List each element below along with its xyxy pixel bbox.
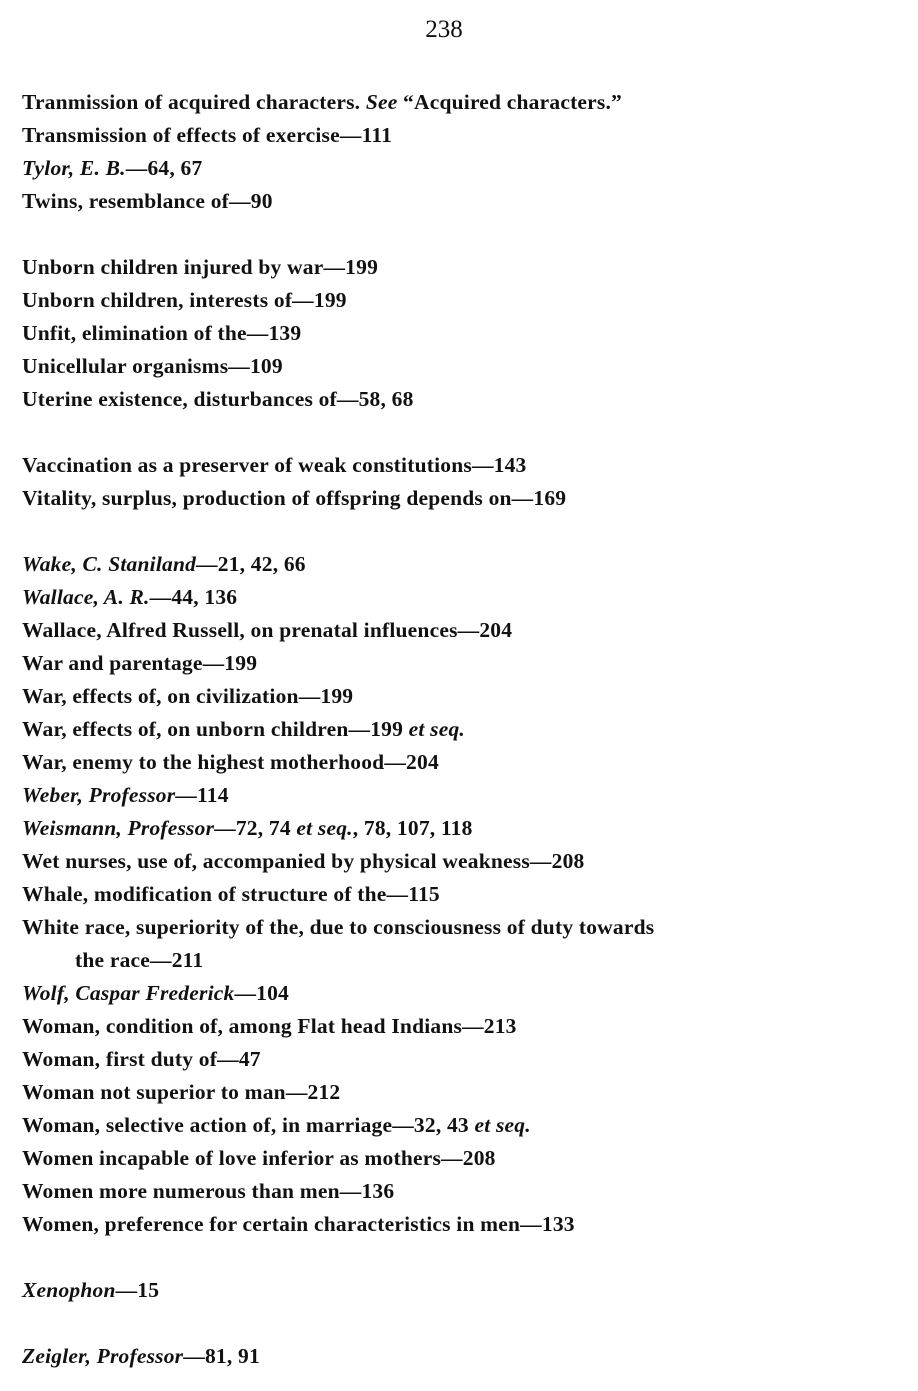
text-segment: Transmission of effects of exercise—111 <box>22 123 393 147</box>
text-segment: —81, 91 <box>183 1344 260 1368</box>
italic-segment: Wake, C. Staniland <box>22 552 197 576</box>
entry-spacer <box>22 416 902 449</box>
text-segment: White race, superiority of the, due to c… <box>22 915 655 939</box>
index-entry: Women incapable of love inferior as moth… <box>22 1142 902 1175</box>
text-segment: —114 <box>175 783 229 807</box>
text-segment: War, enemy to the highest motherhood—204 <box>22 750 439 774</box>
text-segment: , 78, 107, 118 <box>352 816 473 840</box>
text-segment: Vaccination as a preserver of weak const… <box>22 453 527 477</box>
index-entry: Vaccination as a preserver of weak const… <box>22 449 902 482</box>
entry-spacer <box>22 515 902 548</box>
index-entry: Weismann, Professor—72, 74 et seq., 78, … <box>22 812 902 845</box>
text-segment: “Acquired characters.” <box>397 90 623 114</box>
index-entry: Tranmission of acquired characters. See … <box>22 86 902 119</box>
text-segment: Wet nurses, use of, accompanied by physi… <box>22 849 585 873</box>
index-entry: War, effects of, on unborn children—199 … <box>22 713 902 746</box>
text-segment: Women incapable of love inferior as moth… <box>22 1146 496 1170</box>
text-segment: Vitality, surplus, production of offspri… <box>22 486 567 510</box>
italic-segment: et seq. <box>408 717 465 741</box>
index-entry: Vitality, surplus, production of offspri… <box>22 482 902 515</box>
italic-segment: Weismann, Professor <box>22 816 215 840</box>
index-entry: Unborn children, interests of—199 <box>22 284 902 317</box>
index-entry: Wolf, Caspar Frederick—104 <box>22 977 902 1010</box>
text-segment: Women more numerous than men—136 <box>22 1179 395 1203</box>
text-segment: Whale, modification of structure of the—… <box>22 882 440 906</box>
index-entry: Zeigler, Professor—81, 91 <box>22 1340 902 1373</box>
page-number: 238 <box>425 16 463 43</box>
index-entry: Unborn children injured by war—199 <box>22 251 902 284</box>
entry-spacer <box>22 1241 902 1274</box>
text-segment: —104 <box>234 981 289 1005</box>
index-list: Tranmission of acquired characters. See … <box>22 86 902 1373</box>
text-segment: Women, preference for certain characteri… <box>22 1212 575 1236</box>
index-entry: Uterine existence, disturbances of—58, 6… <box>22 383 902 416</box>
text-segment: War, effects of, on civilization—199 <box>22 684 354 708</box>
index-entry: Women more numerous than men—136 <box>22 1175 902 1208</box>
text-segment: —64, 67 <box>125 156 203 180</box>
italic-segment: et seq. <box>296 816 353 840</box>
index-entry-continuation: the race—211 <box>75 948 204 972</box>
text-segment: War, effects of, on unborn children—199 <box>22 717 409 741</box>
text-segment: Woman not superior to man—212 <box>22 1080 341 1104</box>
entry-spacer <box>22 218 902 251</box>
index-entry: Tylor, E. B.—64, 67 <box>22 152 902 185</box>
index-entry: Women, preference for certain characteri… <box>22 1208 902 1241</box>
entry-spacer <box>22 1307 902 1340</box>
text-segment: —15 <box>115 1278 160 1302</box>
index-entry: Unicellular organisms—109 <box>22 350 902 383</box>
index-entry: War, enemy to the highest motherhood—204 <box>22 746 902 779</box>
text-segment: —44, 136 <box>149 585 238 609</box>
index-entry: Wallace, Alfred Russell, on prenatal inf… <box>22 614 902 647</box>
text-segment: Woman, selective action of, in marriage—… <box>22 1113 475 1137</box>
index-entry: White race, superiority of the, due to c… <box>22 911 902 944</box>
index-entry: Weber, Professor—114 <box>22 779 902 812</box>
italic-segment: Weber, Professor <box>22 783 176 807</box>
text-segment: War and parentage—199 <box>22 651 258 675</box>
index-entry: Woman, condition of, among Flat head Ind… <box>22 1010 902 1043</box>
text-segment: —21, 42, 66 <box>196 552 306 576</box>
text-segment: Wallace, Alfred Russell, on prenatal inf… <box>22 618 513 642</box>
text-segment: Twins, resemblance of—90 <box>22 189 273 213</box>
index-entry: War, effects of, on civilization—199 <box>22 680 902 713</box>
text-segment: —72, 74 <box>214 816 297 840</box>
italic-segment: Wolf, Caspar Frederick <box>22 981 235 1005</box>
text-segment: Woman, first duty of—47 <box>22 1047 261 1071</box>
italic-segment: Xenophon <box>22 1278 116 1302</box>
index-entry: Wet nurses, use of, accompanied by physi… <box>22 845 902 878</box>
index-entry: War and parentage—199 <box>22 647 902 680</box>
italic-segment: Wallace, A. R. <box>22 585 150 609</box>
text-segment: Unborn children injured by war—199 <box>22 255 379 279</box>
italic-segment: Tylor, E. B. <box>22 156 126 180</box>
index-entry: Woman, first duty of—47 <box>22 1043 902 1076</box>
index-entry: Unfit, elimination of the—139 <box>22 317 902 350</box>
text-segment: Unfit, elimination of the—139 <box>22 321 302 345</box>
text-segment: Uterine existence, disturbances of—58, 6… <box>22 387 414 411</box>
index-entry: Woman, selective action of, in marriage—… <box>22 1109 902 1142</box>
text-segment: Unicellular organisms—109 <box>22 354 283 378</box>
index-entry: Wallace, A. R.—44, 136 <box>22 581 902 614</box>
index-entry: Twins, resemblance of—90 <box>22 185 902 218</box>
index-entry: Xenophon—15 <box>22 1274 902 1307</box>
index-entry: Whale, modification of structure of the—… <box>22 878 902 911</box>
index-entry: Transmission of effects of exercise—111 <box>22 119 902 152</box>
italic-segment: Zeigler, Professor <box>22 1344 184 1368</box>
italic-segment: See <box>365 90 398 114</box>
italic-segment: et seq. <box>474 1113 531 1137</box>
text-segment: Tranmission of acquired characters. <box>22 90 366 114</box>
index-entry: Woman not superior to man—212 <box>22 1076 902 1109</box>
index-entry: Wake, C. Staniland—21, 42, 66 <box>22 548 902 581</box>
text-segment: Unborn children, interests of—199 <box>22 288 347 312</box>
text-segment: Woman, condition of, among Flat head Ind… <box>22 1014 517 1038</box>
